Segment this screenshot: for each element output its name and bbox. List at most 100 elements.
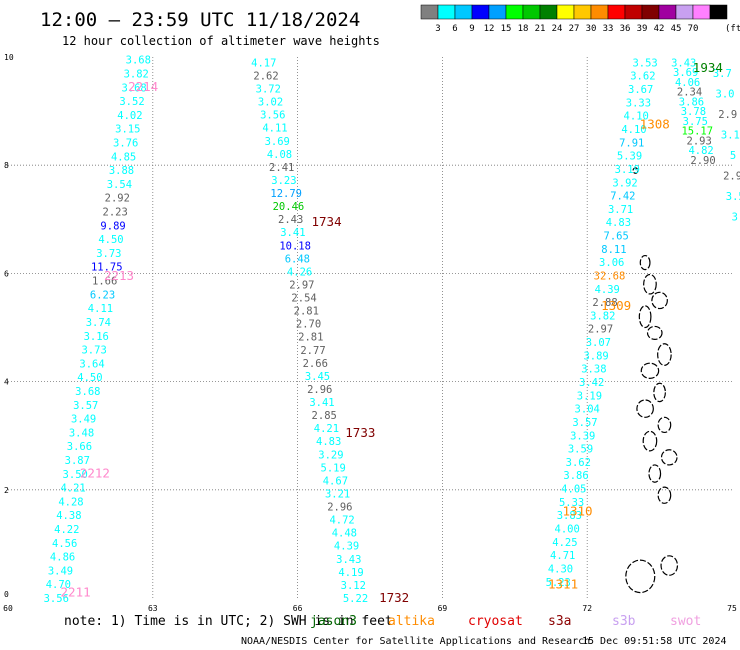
colorbar-label: 18 bbox=[518, 24, 529, 34]
swh-value: 4.67 bbox=[323, 475, 348, 487]
swh-value: 11.75 bbox=[91, 262, 123, 274]
swh-value: 15.17 bbox=[681, 126, 713, 138]
swh-value: 3.43 bbox=[671, 57, 696, 69]
swh-value: 3.1 bbox=[721, 130, 740, 142]
swh-value: 4.06 bbox=[675, 77, 700, 89]
coastline-island bbox=[660, 449, 678, 466]
coastline-island bbox=[642, 430, 658, 452]
swh-value: 7.65 bbox=[604, 231, 629, 243]
colorbar-swatch bbox=[522, 4, 541, 20]
swh-value: 3.68 bbox=[75, 386, 100, 398]
page-title: 12:00 – 23:59 UTC 11/18/2024 bbox=[40, 9, 360, 31]
swh-value: 1.66 bbox=[92, 276, 117, 288]
swh-value: 3.53 bbox=[632, 57, 657, 69]
swh-value: 3.54 bbox=[107, 179, 132, 191]
swh-value: 4.11 bbox=[88, 303, 113, 315]
swh-value: 2.23 bbox=[103, 207, 128, 219]
swh-value: 2.77 bbox=[300, 345, 325, 357]
coastline-island bbox=[639, 254, 651, 271]
colorbar-label: 6 bbox=[452, 24, 457, 34]
swh-value: 4.11 bbox=[262, 123, 287, 135]
swh-value: 5.33 bbox=[559, 497, 584, 509]
swh-value: 4.02 bbox=[117, 110, 142, 122]
swh-value: 4.26 bbox=[287, 266, 312, 278]
coastline-island bbox=[653, 382, 666, 403]
satellite-legend-item: altika bbox=[388, 614, 435, 629]
colorbar-label: 15 bbox=[501, 24, 512, 34]
swh-value: 2.97 bbox=[289, 279, 314, 291]
swh-value: 10.18 bbox=[279, 240, 311, 252]
satellite-legend-item: swot bbox=[670, 614, 701, 629]
swh-value: 3.50 bbox=[63, 469, 88, 481]
swh-value: 5.23 bbox=[546, 577, 571, 589]
swh-value: 2.93 bbox=[687, 135, 712, 147]
swh-value: 3.88 bbox=[109, 165, 134, 177]
swh-value: 4.83 bbox=[606, 217, 631, 229]
swh-value: 3.66 bbox=[67, 441, 92, 453]
colorbar-label: 45 bbox=[671, 24, 682, 34]
swh-value: 2.54 bbox=[291, 293, 316, 305]
swh-value: 3.67 bbox=[628, 84, 653, 96]
swh-value: 4.56 bbox=[52, 538, 77, 550]
pass-label: 2214 bbox=[128, 79, 158, 94]
swh-value: 12.79 bbox=[270, 188, 302, 200]
swh-value: 3.75 bbox=[683, 116, 708, 128]
swh-value: 4.38 bbox=[56, 510, 81, 522]
swh-value: 3.02 bbox=[258, 97, 283, 109]
swh-value: 4.08 bbox=[267, 149, 292, 161]
swh-value: 3.0 bbox=[716, 89, 735, 101]
colorbar-swatch bbox=[675, 4, 694, 20]
swh-value: 3.57 bbox=[572, 417, 597, 429]
swh-value: 2.85 bbox=[312, 410, 337, 422]
swh-value: 3.56 bbox=[44, 593, 69, 605]
pass-label: 1733 bbox=[345, 425, 375, 440]
swh-value: 2.41 bbox=[269, 162, 294, 174]
swh-value: 4.86 bbox=[50, 552, 75, 564]
swh-value: 3.16 bbox=[84, 331, 109, 343]
swh-value: 3.57 bbox=[73, 400, 98, 412]
colorbar-swatch bbox=[641, 4, 660, 20]
swh-value: 3.38 bbox=[581, 364, 606, 376]
swh-value: 3.48 bbox=[69, 427, 94, 439]
swh-value: 4.05 bbox=[561, 484, 586, 496]
swh-value: 4.21 bbox=[60, 483, 85, 495]
colorbar-label: 70 bbox=[688, 24, 699, 34]
colorbar-label: 12 bbox=[484, 24, 495, 34]
coastline-island bbox=[643, 273, 657, 295]
colorbar-label: 33 bbox=[603, 24, 614, 34]
footer-note: note: 1) Time is in UTC; 2) SWH is in fe… bbox=[64, 614, 393, 629]
swh-value: 3.62 bbox=[630, 71, 655, 83]
colorbar-swatch bbox=[590, 4, 609, 20]
swh-value: 3.73 bbox=[81, 345, 106, 357]
y-tick-label: 8 bbox=[4, 161, 9, 170]
satellite-legend-item: jason3 bbox=[310, 614, 357, 629]
swh-value: 3.83 bbox=[557, 510, 582, 522]
colorbar-swatch bbox=[607, 4, 626, 20]
y-tick-label: 6 bbox=[4, 269, 9, 278]
coastline-island bbox=[646, 325, 663, 341]
colorbar-label: 9 bbox=[469, 24, 474, 34]
colorbar-label: 24 bbox=[552, 24, 563, 34]
colorbar-label: 42 bbox=[654, 24, 665, 34]
swh-value: 3.41 bbox=[309, 397, 334, 409]
swh-value: 4.50 bbox=[98, 234, 123, 246]
colorbar-swatch bbox=[539, 4, 558, 20]
swh-value: 2.43 bbox=[278, 214, 303, 226]
swh-value: 3.15 bbox=[115, 124, 140, 136]
swh-value: 3.42 bbox=[579, 377, 604, 389]
swh-value: 3.29 bbox=[318, 449, 343, 461]
y-tick-label: 0 bbox=[4, 590, 9, 599]
swh-value: 3.33 bbox=[626, 97, 651, 109]
swh-value: 4.82 bbox=[688, 145, 713, 157]
swh-value: 6.48 bbox=[285, 253, 310, 265]
swh-value: 2.88 bbox=[592, 297, 617, 309]
colorbar-label: 36 bbox=[620, 24, 631, 34]
credit-text: NOAA/NESDIS Center for Satellite Applica… bbox=[241, 636, 590, 647]
swh-value: 2.97 bbox=[588, 324, 613, 336]
x-tick-label: 75 bbox=[727, 604, 737, 613]
swh-value: 3.64 bbox=[79, 358, 104, 370]
coastline-island bbox=[625, 559, 656, 594]
pass-label: 1309 bbox=[601, 298, 631, 313]
coastline-island bbox=[657, 416, 672, 434]
